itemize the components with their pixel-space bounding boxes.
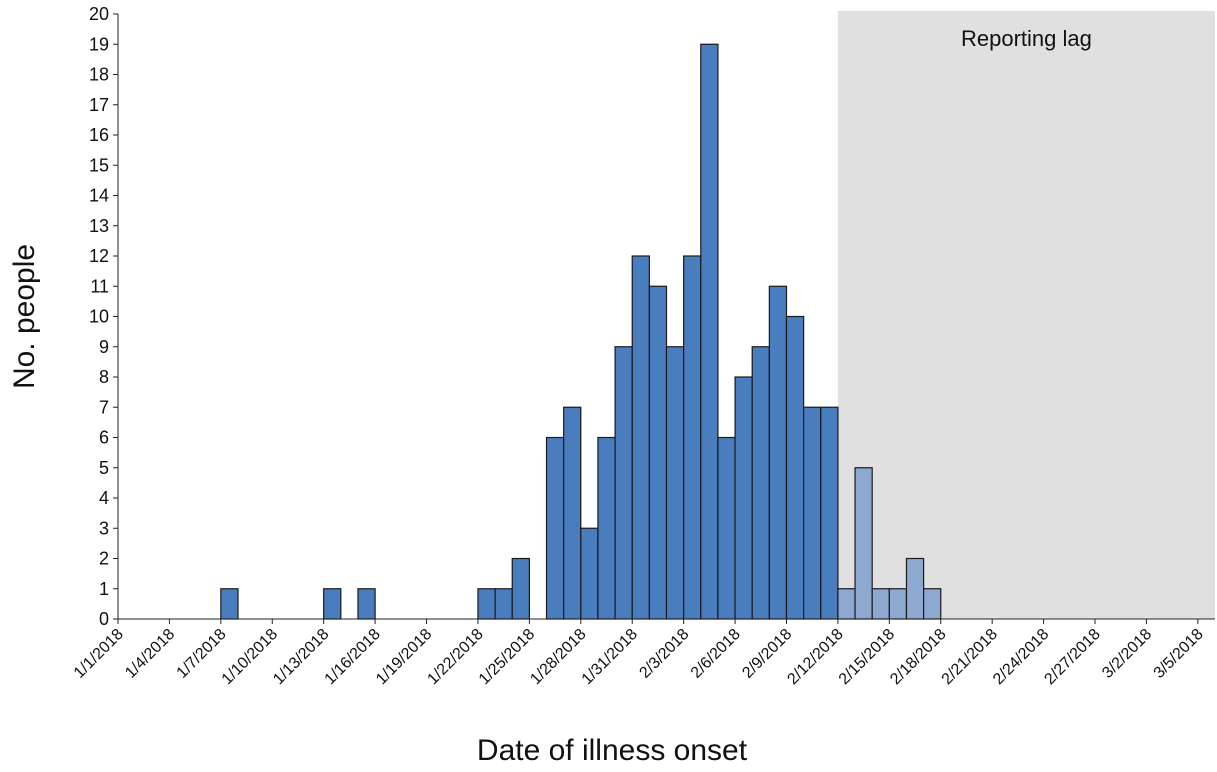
y-tick-label: 0 bbox=[99, 609, 109, 629]
bar bbox=[717, 436, 736, 620]
bar bbox=[803, 406, 822, 620]
y-tick-label: 12 bbox=[89, 246, 109, 266]
y-tick-label: 11 bbox=[90, 276, 109, 296]
bar bbox=[631, 255, 650, 620]
y-tick-label: 19 bbox=[89, 34, 109, 54]
bar bbox=[923, 588, 942, 620]
bar bbox=[854, 467, 873, 620]
bar bbox=[220, 588, 239, 620]
x-tick-label: 3/5/2018 bbox=[1151, 626, 1207, 682]
y-tick-label: 4 bbox=[99, 488, 109, 508]
bars bbox=[220, 43, 942, 620]
x-ticks: 1/1/20181/4/20181/7/20181/10/20181/13/20… bbox=[71, 619, 1207, 688]
x-tick-label: 1/4/2018 bbox=[122, 626, 178, 682]
bar bbox=[614, 346, 633, 620]
bar bbox=[871, 588, 890, 620]
bar bbox=[905, 557, 925, 620]
y-tick-label: 20 bbox=[89, 4, 109, 24]
y-tick-label: 2 bbox=[99, 549, 109, 569]
y-tick-label: 14 bbox=[89, 186, 109, 206]
x-tick-label: 2/3/2018 bbox=[636, 626, 692, 682]
y-tick-label: 5 bbox=[99, 458, 109, 478]
bar bbox=[545, 436, 565, 620]
x-tick-label: 2/6/2018 bbox=[688, 626, 744, 682]
bar bbox=[888, 588, 908, 620]
bar bbox=[665, 346, 685, 620]
bar bbox=[785, 315, 805, 620]
y-tick-label: 7 bbox=[99, 397, 109, 417]
y-tick-label: 6 bbox=[99, 428, 109, 448]
x-tick-label: 3/2/2018 bbox=[1099, 626, 1155, 682]
x-tick-label: 1/31/2018 bbox=[579, 626, 641, 688]
y-tick-label: 8 bbox=[99, 367, 109, 387]
y-tick-label: 3 bbox=[99, 518, 109, 538]
bar bbox=[477, 588, 496, 620]
y-tick-label: 17 bbox=[89, 95, 109, 115]
bar bbox=[820, 406, 839, 620]
y-tick-label: 16 bbox=[89, 125, 109, 145]
y-tick-label: 10 bbox=[89, 307, 109, 327]
bar bbox=[683, 255, 702, 620]
x-axis-title: Date of illness onset bbox=[477, 734, 748, 767]
bar bbox=[511, 557, 530, 620]
y-tick-label: 15 bbox=[89, 155, 109, 175]
y-tick-label: 13 bbox=[89, 216, 109, 236]
bar bbox=[494, 588, 513, 620]
y-tick-label: 9 bbox=[99, 337, 109, 357]
bar bbox=[323, 588, 342, 620]
bar bbox=[768, 285, 788, 620]
y-tick-label: 1 bbox=[99, 579, 109, 599]
x-tick-label: 2/27/2018 bbox=[1041, 626, 1103, 688]
bar bbox=[563, 406, 582, 620]
bar bbox=[597, 436, 616, 620]
y-axis-title: No. people bbox=[8, 244, 41, 389]
bar bbox=[751, 346, 770, 620]
bar bbox=[648, 285, 668, 620]
bar bbox=[837, 588, 856, 620]
x-tick-label: 1/1/2018 bbox=[71, 626, 127, 682]
reporting-lag-region bbox=[837, 11, 1215, 619]
y-tick-label: 18 bbox=[89, 65, 109, 85]
bar bbox=[734, 376, 753, 620]
bar bbox=[357, 588, 376, 620]
reporting-lag-label: Reporting lag bbox=[961, 26, 1092, 51]
bar bbox=[700, 43, 719, 620]
bar bbox=[580, 527, 599, 620]
